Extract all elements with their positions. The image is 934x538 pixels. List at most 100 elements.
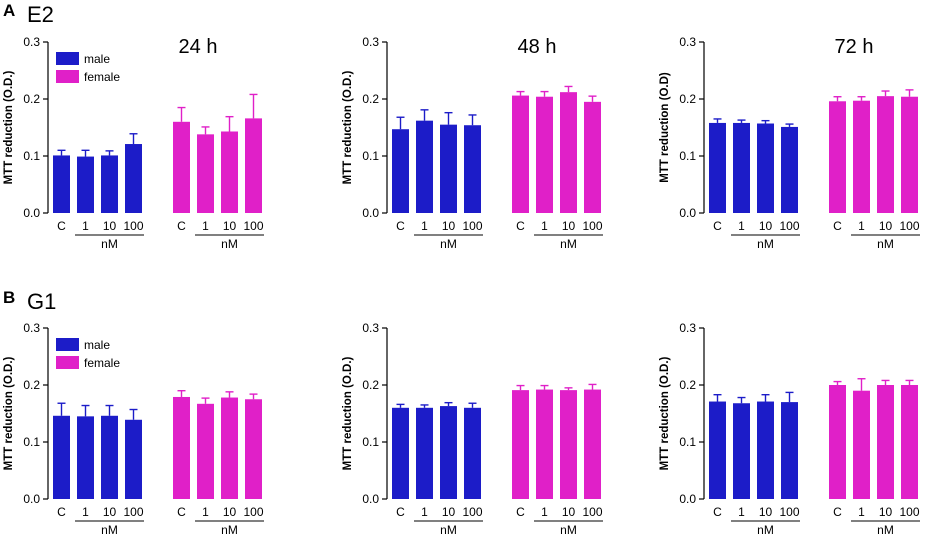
y-axis-label: MTT reduction (O.D.) — [3, 70, 15, 184]
x-tick-label: C — [177, 505, 186, 519]
y-axis-label: MTT reduction (O.D.) — [659, 356, 671, 470]
bar-male — [733, 122, 750, 213]
x-tick-label: C — [396, 219, 405, 233]
y-tick-label: 0.1 — [679, 149, 696, 163]
x-tick-label: 100 — [582, 219, 602, 233]
x-tick-label: 10 — [562, 219, 576, 233]
bar-male — [77, 156, 94, 213]
x-tick-label: 1 — [421, 219, 428, 233]
y-tick-label: 0.2 — [362, 378, 379, 392]
x-tick-label: 100 — [899, 219, 919, 233]
legend-label-female: female — [84, 70, 120, 84]
y-tick-label: 0.1 — [679, 435, 696, 449]
y-tick-label: 0.1 — [362, 149, 379, 163]
y-tick-label: 0.1 — [23, 149, 40, 163]
time-label: 24 h — [179, 36, 218, 58]
bar-male — [464, 407, 481, 499]
bar-male — [440, 406, 457, 499]
bar-female — [197, 403, 214, 499]
x-tick-label: 1 — [858, 219, 865, 233]
x-tick-label: 1 — [202, 505, 209, 519]
bar-female — [173, 121, 190, 213]
bar-female — [197, 134, 214, 213]
x-tick-label: C — [833, 505, 842, 519]
bar-male — [440, 124, 457, 213]
x-tick-label: 100 — [779, 219, 799, 233]
y-tick-label: 0.3 — [362, 35, 379, 49]
time-label: 48 h — [518, 36, 557, 58]
x-tick-label: 1 — [541, 219, 548, 233]
time-label: 72 h — [835, 36, 874, 58]
bar-male — [392, 129, 409, 213]
bar-female — [512, 95, 529, 213]
bar-female — [877, 385, 894, 499]
y-tick-label: 0.2 — [23, 378, 40, 392]
x-tick-label: C — [833, 219, 842, 233]
y-tick-label: 0.0 — [23, 206, 40, 220]
y-tick-label: 0.0 — [679, 492, 696, 506]
unit-label: nM — [440, 237, 457, 251]
bar-male — [77, 416, 94, 499]
legend-label-male: male — [84, 338, 110, 352]
bar-female — [901, 96, 918, 213]
subplot-2: 0.0 0.1 0.2 0.3 MTT reduction (O.D.) C 1 10 100 n… — [342, 35, 603, 251]
x-tick-label: 1 — [202, 219, 209, 233]
bar-male — [392, 407, 409, 499]
x-tick-label: 10 — [223, 505, 237, 519]
x-tick-label: C — [177, 219, 186, 233]
x-tick-label: 10 — [442, 219, 456, 233]
bar-male — [125, 419, 142, 499]
bar-female — [853, 100, 870, 213]
bar-female — [853, 390, 870, 499]
legend-swatch-female — [56, 70, 79, 83]
bar-male — [101, 415, 118, 499]
bar-female — [584, 389, 601, 499]
x-tick-label: 100 — [243, 219, 263, 233]
panel-letter-b: B — [3, 288, 15, 307]
x-tick-label: 1 — [82, 505, 89, 519]
legend-label-female: female — [84, 356, 120, 370]
y-tick-label: 0.3 — [362, 321, 379, 335]
panel-title-g1: G1 — [27, 289, 56, 314]
bar-female — [901, 385, 918, 499]
unit-label: nM — [877, 523, 894, 537]
y-axis-label: MTT reduction (O.D) — [659, 72, 671, 183]
bar-male — [464, 125, 481, 213]
bar-female — [245, 118, 262, 213]
x-tick-label: C — [57, 219, 66, 233]
x-tick-label: 10 — [562, 505, 576, 519]
subplot-1: 0.0 0.1 0.2 0.3 MTT reduction (O.D.) C 1 10 100 n… — [3, 35, 264, 251]
unit-label: nM — [101, 523, 118, 537]
x-tick-label: 10 — [442, 505, 456, 519]
x-tick-label: 1 — [82, 219, 89, 233]
bar-female — [560, 92, 577, 213]
bar-female — [221, 397, 238, 499]
bar-male — [781, 126, 798, 213]
legend-swatch-male — [56, 338, 79, 351]
x-tick-label: 10 — [223, 219, 237, 233]
x-tick-label: 100 — [779, 505, 799, 519]
x-tick-label: 100 — [243, 505, 263, 519]
bar-female — [512, 390, 529, 499]
x-tick-label: C — [713, 505, 722, 519]
charts-group: 0.0 0.1 0.2 0.3 MTT reduction (O.D.) C 1 10 100 n… — [3, 35, 920, 537]
x-tick-label: 100 — [123, 219, 143, 233]
panel-letter-a: A — [3, 1, 15, 20]
subplot-3: 0.0 0.1 0.2 0.3 MTT reduction (O.D) C 1 10 100 nM… — [659, 35, 920, 251]
bar-male — [101, 155, 118, 213]
y-tick-label: 0.2 — [679, 92, 696, 106]
x-tick-label: 1 — [738, 505, 745, 519]
x-tick-label: 1 — [738, 219, 745, 233]
bar-female — [245, 399, 262, 499]
legend-swatch-female — [56, 356, 79, 369]
y-tick-label: 0.2 — [23, 92, 40, 106]
x-tick-label: C — [713, 219, 722, 233]
unit-label: nM — [221, 237, 238, 251]
bar-female — [584, 101, 601, 213]
bar-female — [536, 389, 553, 499]
x-tick-label: 10 — [759, 219, 773, 233]
y-tick-label: 0.1 — [362, 435, 379, 449]
panel-title-e2: E2 — [27, 2, 54, 27]
y-axis-label: MTT reduction (O.D.) — [3, 356, 15, 470]
